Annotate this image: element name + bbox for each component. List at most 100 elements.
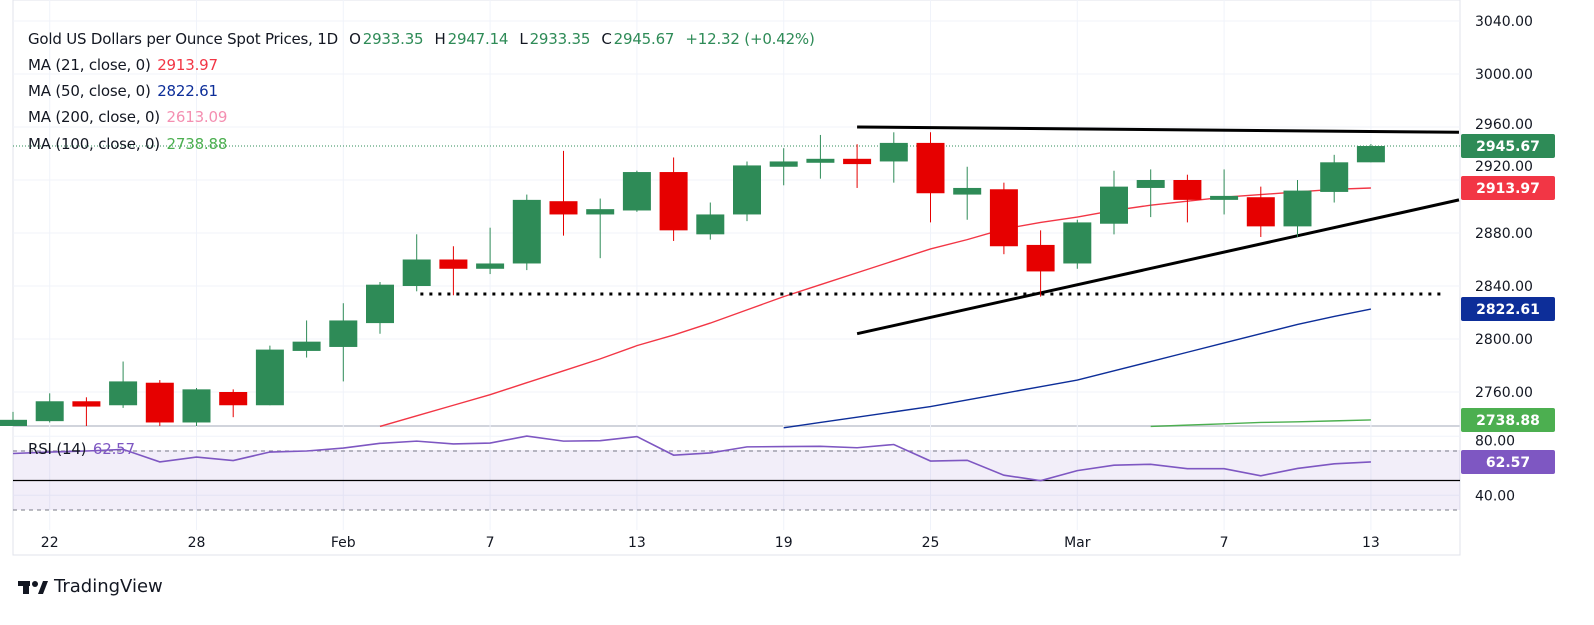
candle-body — [366, 284, 394, 324]
symbol-title: Gold US Dollars per Ounce Spot Prices, 1… — [28, 30, 338, 48]
candle-body — [953, 187, 982, 195]
tradingview-logo[interactable]: TradingView — [18, 576, 163, 597]
price-tick-label: 2840.00 — [1475, 279, 1533, 295]
time-tick-label: 7 — [486, 535, 495, 551]
time-tick-label: 22 — [41, 535, 59, 551]
candle-body — [0, 419, 27, 426]
candle-body — [622, 172, 651, 211]
candles — [0, 132, 1385, 426]
time-tick-label: 7 — [1220, 535, 1229, 551]
candle-body — [219, 392, 248, 406]
price-labels: 2945.67 2913.97 2822.61 2738.88 62.57 — [1461, 133, 1555, 474]
candle-body — [733, 165, 761, 215]
candle-body — [879, 142, 908, 162]
ma21-legend[interactable]: MA (21, close, 0) 2913.97 — [28, 56, 220, 74]
candle-body — [329, 320, 358, 347]
time-tick-label: 28 — [188, 535, 206, 551]
high-label: H — [434, 30, 446, 48]
candle-body — [255, 349, 284, 406]
candle-body — [1210, 195, 1239, 200]
candle-body — [512, 199, 541, 264]
price-tick-label: 3000.00 — [1475, 67, 1533, 83]
rsi-reference-lines — [13, 450, 1460, 511]
candle-body — [182, 389, 211, 423]
upper-trendline — [857, 125, 1459, 134]
ma200-label: MA (200, close, 0) — [28, 108, 160, 126]
open-label: O — [349, 30, 361, 48]
candle-body — [1100, 186, 1128, 224]
grid — [12, 0, 1461, 556]
symbol-legend: Gold US Dollars per Ounce Spot Prices, 1… — [28, 30, 817, 48]
price-tick-label: 3040.00 — [1475, 14, 1533, 30]
tradingview-wordmark: TradingView — [54, 576, 163, 597]
time-tick-label: Feb — [331, 535, 356, 551]
time-tick-label: 25 — [922, 535, 940, 551]
drawing-lines — [13, 125, 1460, 336]
close-value: 2945.67 — [613, 30, 675, 48]
tradingview-logo-icon — [18, 580, 48, 594]
candle-body — [1320, 162, 1349, 192]
price-label-box — [1461, 297, 1555, 322]
price-label-text: 2945.67 — [1476, 139, 1540, 155]
moving-averages — [379, 187, 1372, 429]
time-tick-label: Mar — [1064, 535, 1091, 551]
candle-body — [1356, 145, 1385, 163]
ma50-value: 2822.61 — [157, 82, 218, 100]
time-tick-label: 13 — [628, 535, 646, 551]
candle-body — [72, 401, 101, 407]
candle-body — [1136, 180, 1165, 188]
price-label-box — [1461, 175, 1555, 200]
candle-body — [1246, 197, 1275, 227]
ma50-legend[interactable]: MA (50, close, 0) 2822.61 — [28, 82, 220, 100]
ma21-value: 2913.97 — [157, 56, 218, 74]
price-label-text: 2738.88 — [1476, 413, 1540, 429]
rsi-label: RSI (14) — [28, 440, 87, 458]
rsi-label-box — [1461, 449, 1555, 474]
low-label: L — [519, 30, 528, 48]
rsi-tick-label: 40.00 — [1475, 488, 1515, 504]
candle-body — [145, 382, 174, 423]
high-value: 2947.14 — [447, 30, 509, 48]
close-label: C — [601, 30, 612, 48]
candle-body — [806, 158, 835, 163]
rsi-value: 62.57 — [92, 440, 135, 458]
ma100-line — [1150, 419, 1371, 428]
ma50-label: MA (50, close, 0) — [28, 82, 151, 100]
ma200-legend[interactable]: MA (200, close, 0) 2613.09 — [28, 108, 229, 126]
candle-body — [476, 263, 505, 269]
rsi-legend[interactable]: RSI (14) 62.57 — [28, 440, 137, 458]
candle-body — [696, 214, 725, 235]
ma21-line — [379, 187, 1371, 428]
price-tick-label: 2960.00 — [1475, 117, 1533, 133]
candle-body — [1026, 244, 1055, 272]
candle-body — [439, 259, 468, 269]
candle-body — [35, 401, 64, 422]
candle-body — [659, 172, 688, 231]
candle-body — [402, 259, 431, 286]
candle-body — [109, 381, 138, 406]
price-label-text: 2822.61 — [1476, 302, 1540, 318]
price-label-box — [1461, 133, 1555, 158]
candle-body — [1063, 222, 1092, 264]
candle-body — [769, 161, 798, 167]
candle-body — [843, 158, 872, 165]
ma100-legend[interactable]: MA (100, close, 0) 2738.88 — [28, 135, 229, 153]
price-tick-label: 2760.00 — [1475, 385, 1533, 401]
time-tick-label: 19 — [775, 535, 793, 551]
candle-body — [989, 189, 1018, 247]
lower-trendline — [856, 198, 1460, 336]
candle-body — [586, 209, 615, 215]
ma21-label: MA (21, close, 0) — [28, 56, 151, 74]
open-value: 2933.35 — [362, 30, 424, 48]
ma200-value: 2613.09 — [166, 108, 228, 126]
axes: 3040.003000.002960.002920.002880.002840.… — [41, 14, 1533, 551]
rsi-label-text: 62.57 — [1486, 455, 1530, 471]
change-value: +12.32 (+0.42%) — [685, 30, 815, 48]
rsi-tick-label: 80.00 — [1475, 433, 1515, 449]
candle-body — [1173, 180, 1202, 200]
price-label-text: 2913.97 — [1476, 181, 1540, 197]
candle-body — [1283, 190, 1312, 227]
ma100-label: MA (100, close, 0) — [28, 135, 160, 153]
low-value: 2933.35 — [529, 30, 591, 48]
